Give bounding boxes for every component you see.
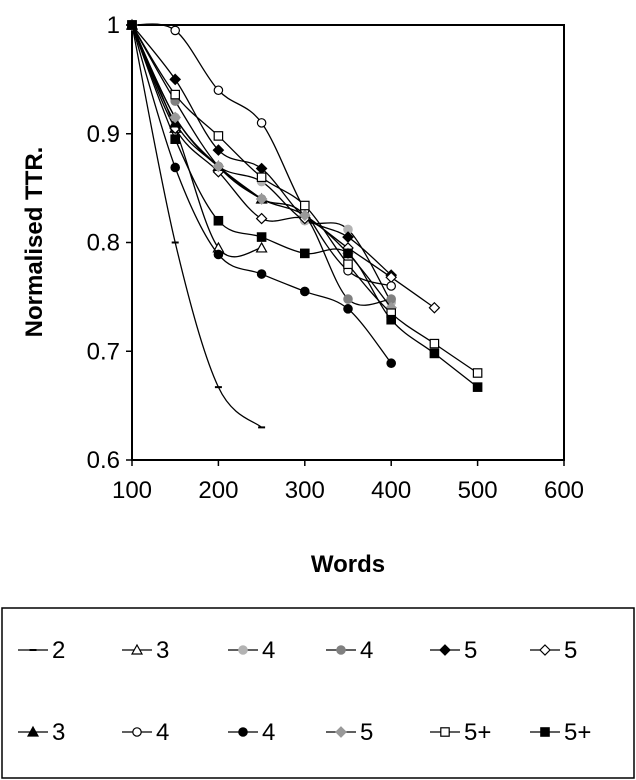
legend-marker bbox=[132, 727, 142, 737]
legend-label: 3 bbox=[52, 719, 65, 746]
series-line bbox=[131, 24, 262, 200]
legend-marker bbox=[130, 643, 144, 655]
data-point bbox=[429, 348, 440, 359]
legend-marker bbox=[539, 644, 551, 656]
x-axis: 100 200 300 400 500 600 bbox=[112, 460, 584, 504]
legend-label: 5 bbox=[564, 637, 577, 664]
legend-item: 3 bbox=[122, 637, 169, 664]
legend-label: 5 bbox=[464, 637, 477, 664]
y-tick-label: 0.9 bbox=[87, 121, 120, 148]
legend-label: 2 bbox=[52, 637, 65, 664]
legend-label: 4 bbox=[262, 637, 275, 664]
data-point bbox=[213, 131, 224, 141]
data-point bbox=[300, 248, 310, 259]
legend-label: 5 bbox=[360, 719, 373, 746]
legend-item: 5+ bbox=[430, 719, 491, 746]
y-tick-label: 0.7 bbox=[87, 338, 120, 365]
data-point bbox=[169, 73, 182, 86]
data-point bbox=[169, 111, 182, 124]
data-point bbox=[343, 304, 353, 314]
legend-label: 3 bbox=[156, 637, 169, 664]
legend-item: 3 bbox=[18, 719, 65, 746]
legend-marker bbox=[439, 644, 451, 656]
data-point bbox=[343, 248, 353, 259]
data-point bbox=[472, 382, 483, 392]
data-point bbox=[213, 249, 224, 260]
data-point bbox=[255, 212, 268, 225]
legend-item: 5 bbox=[326, 719, 373, 746]
x-tick-label: 100 bbox=[112, 477, 152, 504]
series-8 bbox=[127, 20, 396, 291]
y-tick-label: 0.8 bbox=[87, 230, 120, 257]
legend-marker bbox=[335, 726, 347, 738]
data-point bbox=[343, 294, 353, 304]
data-point bbox=[299, 286, 310, 297]
legend-item: 2 bbox=[18, 637, 65, 664]
legend-item: 4 bbox=[326, 637, 373, 664]
data-point bbox=[386, 314, 396, 325]
data-point bbox=[256, 269, 267, 279]
legend-marker bbox=[26, 725, 40, 737]
data-point bbox=[170, 162, 180, 173]
legend-label: 4 bbox=[262, 719, 275, 746]
data-point bbox=[298, 209, 311, 222]
series-11 bbox=[127, 20, 483, 378]
x-axis-title: Words bbox=[311, 551, 385, 578]
x-tick-label: 500 bbox=[458, 477, 498, 504]
legend-frame bbox=[1, 607, 635, 779]
data-point bbox=[212, 160, 225, 173]
legend-marker bbox=[238, 645, 248, 655]
x-tick-label: 200 bbox=[198, 477, 238, 504]
data-point bbox=[255, 193, 268, 205]
legend-marker bbox=[238, 727, 248, 737]
legend-item: 5 bbox=[530, 637, 577, 664]
data-point bbox=[213, 215, 224, 226]
plot-area bbox=[125, 18, 565, 461]
data-point bbox=[170, 89, 180, 100]
data-point bbox=[472, 368, 483, 378]
series-12 bbox=[127, 20, 483, 392]
data-point bbox=[213, 85, 224, 96]
data-point bbox=[256, 232, 267, 242]
legend-marker bbox=[440, 727, 450, 737]
legend-items: 2 3 4 4 5 5 3 4 4 5 5+ 5+ bbox=[18, 637, 591, 746]
series-layer bbox=[125, 18, 483, 429]
y-tick-label: 1 bbox=[107, 12, 120, 39]
data-point bbox=[255, 241, 268, 253]
legend-label: 5+ bbox=[564, 719, 591, 746]
series-line bbox=[131, 24, 263, 428]
data-point bbox=[342, 231, 354, 243]
legend-item: 5 bbox=[430, 637, 477, 664]
x-tick-label: 400 bbox=[371, 477, 411, 504]
data-point bbox=[212, 144, 225, 156]
data-point bbox=[386, 281, 396, 291]
y-tick-label: 0.6 bbox=[87, 447, 120, 474]
legend-item: 4 bbox=[228, 719, 275, 746]
y-axis: 0.6 0.7 0.8 0.9 1 bbox=[87, 12, 132, 474]
x-tick-label: 600 bbox=[544, 477, 584, 504]
data-point bbox=[386, 358, 396, 369]
data-point bbox=[170, 134, 180, 144]
data-point bbox=[300, 200, 310, 211]
legend-marker bbox=[540, 727, 550, 737]
legend-item: 4 bbox=[122, 719, 169, 746]
legend-item: 5+ bbox=[530, 719, 591, 746]
data-point bbox=[170, 25, 180, 36]
data-point bbox=[428, 301, 441, 314]
legend: 2 3 4 4 5 5 3 4 4 5 5+ 5+ bbox=[1, 607, 635, 779]
data-point bbox=[343, 259, 353, 270]
legend-marker bbox=[336, 645, 346, 655]
legend-label: 4 bbox=[156, 719, 169, 746]
legend-label: 5+ bbox=[464, 719, 491, 746]
y-axis-title: Normalised TTR. bbox=[21, 147, 48, 338]
data-point bbox=[429, 338, 440, 349]
legend-item: 4 bbox=[228, 637, 275, 664]
data-point bbox=[256, 118, 267, 128]
data-point bbox=[256, 172, 267, 183]
x-tick-label: 300 bbox=[285, 477, 325, 504]
legend-label: 4 bbox=[360, 637, 373, 664]
